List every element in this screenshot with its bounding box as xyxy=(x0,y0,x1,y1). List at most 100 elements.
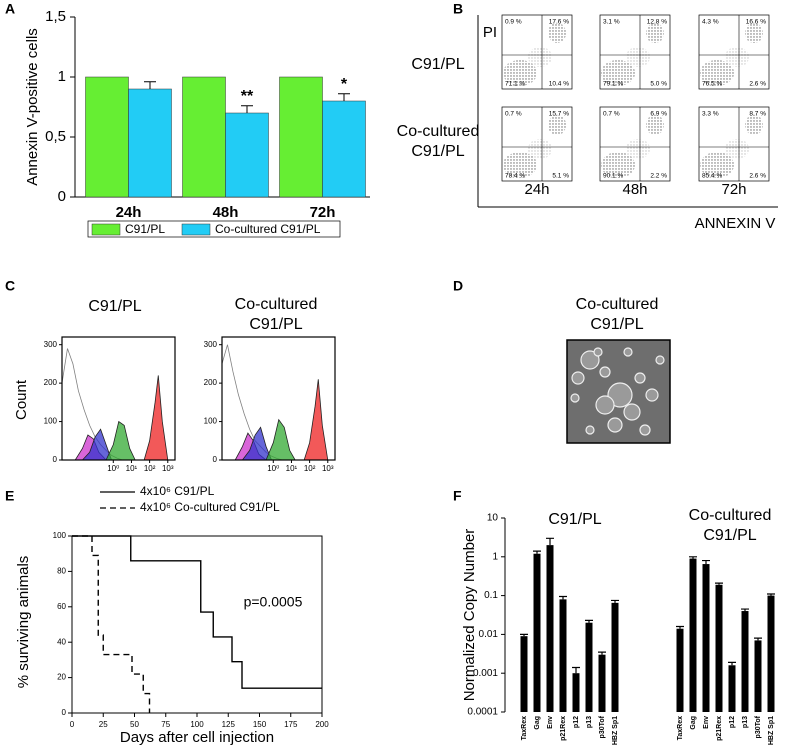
bar xyxy=(322,100,366,198)
bar xyxy=(741,611,749,712)
quadrant-percent: 8.7 % xyxy=(749,111,766,118)
bar xyxy=(598,654,606,712)
x-tick-label: 72h xyxy=(310,204,336,221)
x-tick-label: 10⁰ xyxy=(107,464,119,473)
x-tick-label: 50 xyxy=(130,720,139,729)
y-tick-label: 1 xyxy=(492,551,498,562)
legend-swatch xyxy=(181,223,211,236)
x-tick-label: 10¹ xyxy=(126,464,138,473)
y-tick-label: 0.01 xyxy=(479,629,499,640)
quadrant-percent: 12.8 % xyxy=(647,19,667,26)
error-bar xyxy=(546,537,554,546)
x-tick-label: p30Tof xyxy=(755,715,762,738)
x-tick-label: 10³ xyxy=(322,464,334,473)
panel-label: E xyxy=(5,488,14,504)
quadrant-percent: 3.3 % xyxy=(702,111,719,118)
x-tick-label: 100 xyxy=(190,720,204,729)
bar xyxy=(728,665,736,712)
x-tick-label: Env xyxy=(703,716,710,729)
x-tick-label: p21Rex xyxy=(560,716,567,741)
error-bar xyxy=(559,595,567,600)
quadrant-percent: 2.2 % xyxy=(650,173,667,180)
error-bar xyxy=(520,633,528,637)
cell-cluster xyxy=(725,139,749,159)
x-tick-label: 0 xyxy=(70,720,75,729)
quadrant-percent: 5.0 % xyxy=(650,81,667,88)
legend-label: 4x10⁶ C91/PL xyxy=(140,484,215,498)
x-tick-label: Gag xyxy=(690,716,697,730)
y-tick-label: 20 xyxy=(57,673,66,682)
x-axis-title: ANNEXIN V xyxy=(695,215,776,232)
y-tick-label: 0 xyxy=(53,455,58,464)
error-bar xyxy=(533,550,541,554)
significance-label: * xyxy=(341,76,348,93)
quadrant-percent: 85.4 % xyxy=(702,173,722,180)
bar xyxy=(754,640,762,712)
y-axis-title: Count xyxy=(13,379,30,420)
y-tick-label: 300 xyxy=(44,340,58,349)
bar xyxy=(611,602,619,712)
cell-cluster xyxy=(503,152,537,178)
group-title: Co-cultured C91/PL xyxy=(688,507,772,544)
error-bar xyxy=(754,637,762,641)
x-tick-label: 150 xyxy=(253,720,267,729)
cell xyxy=(585,425,595,435)
y-tick-label: 0.001 xyxy=(473,668,498,679)
y-tick-label: 100 xyxy=(44,417,58,426)
bar xyxy=(767,595,775,712)
panel-label: B xyxy=(453,1,463,17)
bar xyxy=(559,599,567,712)
quadrant-percent: 76.5 % xyxy=(702,81,722,88)
panel-label: C xyxy=(5,278,15,294)
quadrant-percent: 16.6 % xyxy=(746,19,766,26)
x-tick-label: 200 xyxy=(315,720,329,729)
legend-label: 4x10⁶ Co-cultured C91/PL xyxy=(140,500,280,514)
plot-frame xyxy=(71,535,323,714)
bar xyxy=(520,636,528,712)
cell xyxy=(623,347,633,357)
y-axis-title: PI xyxy=(483,24,497,41)
bar xyxy=(182,76,226,198)
cell-cluster xyxy=(700,60,734,86)
quadrant-percent: 15.7 % xyxy=(549,111,569,118)
y-tick-label: 200 xyxy=(204,378,218,387)
plot-frame xyxy=(61,336,176,461)
cell xyxy=(595,395,615,415)
image-title: Co-cultured C91/PL xyxy=(575,296,659,333)
row-label: C91/PL xyxy=(411,56,465,73)
panel-label: D xyxy=(453,278,463,294)
error-bar xyxy=(702,559,710,565)
y-tick-label: 80 xyxy=(57,567,66,576)
error-bar xyxy=(611,599,619,603)
error-bar xyxy=(741,608,749,612)
column-label: 24h xyxy=(524,181,549,198)
quadrant-percent: 2.6 % xyxy=(749,173,766,180)
panel-label: A xyxy=(5,1,15,17)
x-tick-label: 175 xyxy=(284,720,298,729)
quadrant-percent: 4.3 % xyxy=(702,19,719,26)
error-bar xyxy=(715,582,723,585)
cell xyxy=(593,347,603,357)
quadrant-percent: 78.4 % xyxy=(505,173,525,180)
significance-label: ** xyxy=(241,88,254,105)
legend-label: C91/PL xyxy=(125,222,165,236)
bar xyxy=(279,76,323,198)
y-tick-label: 100 xyxy=(53,531,67,540)
cell xyxy=(607,417,623,433)
cell xyxy=(599,366,611,378)
histogram-area xyxy=(303,379,329,461)
group-title: C91/PL xyxy=(548,511,602,528)
x-tick-label: p12 xyxy=(729,716,736,728)
cell xyxy=(580,350,600,370)
y-tick-label: 1,5 xyxy=(45,8,66,25)
cell xyxy=(634,372,646,384)
error-bar xyxy=(241,105,253,113)
cell-cluster xyxy=(528,47,552,67)
error-bar xyxy=(144,81,156,89)
quadrant-percent: 2.6 % xyxy=(749,81,766,88)
error-bar xyxy=(338,93,350,101)
quadrant-percent: 90.1 % xyxy=(603,173,623,180)
bar xyxy=(572,673,580,712)
legend-swatch xyxy=(91,223,121,236)
